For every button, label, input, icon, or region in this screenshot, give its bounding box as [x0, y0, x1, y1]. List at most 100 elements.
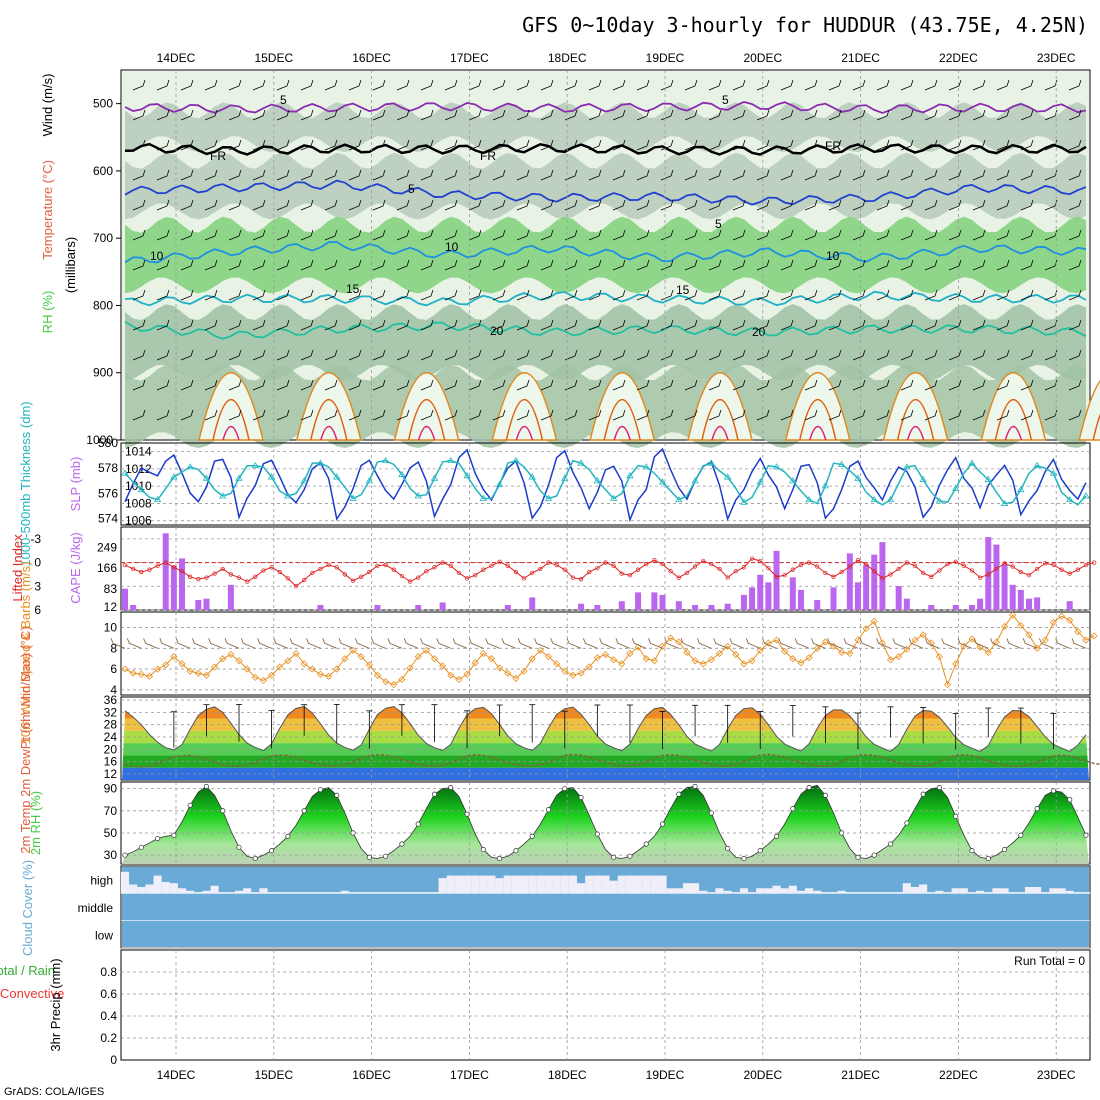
wind-barb	[732, 349, 746, 361]
thickness-point	[1033, 461, 1041, 469]
wind-barb	[156, 139, 170, 151]
wind-barb	[324, 349, 338, 361]
wind-barb	[972, 349, 986, 361]
wind-speed-point	[1058, 612, 1066, 620]
thickness-point	[300, 477, 308, 484]
wind-barb	[828, 319, 842, 331]
thickness-point	[609, 494, 618, 501]
wind-tick: 10	[104, 621, 118, 635]
rh-point	[269, 848, 275, 854]
x-tick-top: 19DEC	[646, 51, 685, 65]
wind-barb	[276, 139, 290, 151]
lifted-index-point	[660, 562, 665, 567]
cape-bar	[765, 582, 772, 610]
temp-contour-25	[896, 398, 935, 441]
wind-barb	[420, 259, 434, 271]
wind-barb	[420, 289, 434, 301]
wind-barb	[732, 319, 746, 331]
wind-barb	[612, 379, 626, 391]
wind-barb	[972, 199, 986, 211]
thickness-point	[984, 475, 992, 482]
cape-bar	[439, 602, 446, 610]
wind-barb	[1068, 409, 1082, 421]
wind-barb-10m	[680, 638, 696, 649]
wind-barb	[300, 169, 314, 181]
wind-speed-point	[243, 665, 251, 673]
lifted-index-point	[302, 577, 307, 583]
wind-speed-point	[455, 675, 463, 684]
wind-barb	[636, 229, 650, 241]
wind-tick: 8	[110, 641, 117, 655]
wind-barb	[564, 379, 578, 391]
wind-barb	[588, 379, 602, 391]
wind-barb	[348, 409, 362, 421]
boundary-layer-plume	[198, 372, 264, 441]
wind-barb	[252, 289, 266, 301]
wind-speed-point	[479, 649, 487, 658]
rh-point	[301, 808, 307, 814]
y-tick-label: 1000	[86, 433, 113, 447]
wind-barb	[156, 109, 170, 121]
precip-tick: 0.4	[100, 1009, 117, 1023]
wind-barb	[468, 319, 482, 331]
wind-barb	[876, 229, 890, 241]
thickness-point	[675, 495, 683, 503]
wind-barb	[636, 199, 650, 211]
lifted-index-point	[896, 566, 901, 572]
cloud-high-bar	[715, 888, 724, 894]
wind-barb-10m	[550, 638, 565, 649]
rh-point	[366, 854, 372, 860]
lifted-index-point	[481, 567, 486, 572]
lifted-index-point	[1075, 567, 1081, 572]
rh-point	[953, 813, 959, 819]
wind-barb	[852, 229, 866, 241]
wind-barb	[732, 109, 746, 121]
x-tick-bottom: 18DEC	[548, 1068, 587, 1082]
wind-barb	[1068, 199, 1082, 211]
cloud-high-bar	[194, 892, 203, 894]
wind-barb	[684, 259, 698, 271]
wind-barb	[780, 259, 794, 271]
ylabel-rh: RH (%)	[40, 291, 55, 334]
rh-point	[285, 833, 291, 839]
wind-barb	[444, 109, 458, 121]
wind-barb	[828, 199, 842, 211]
wind-speed-point	[496, 664, 504, 672]
wind-barb	[1068, 229, 1082, 241]
lifted-index-point	[473, 573, 478, 578]
wind-barb	[972, 79, 986, 91]
temp-contour-30	[515, 425, 534, 441]
wind-barb	[348, 289, 362, 301]
wind-barb	[252, 169, 266, 181]
lifted-index-point	[570, 575, 576, 580]
wind-speed-point	[1000, 622, 1009, 631]
lifted-index-point	[1026, 573, 1032, 578]
wind-barb	[444, 259, 458, 271]
wind-barb	[516, 79, 530, 91]
wind-barb	[444, 199, 458, 211]
wind-barb	[540, 259, 554, 271]
wind-barb	[612, 169, 626, 181]
wind-barb-10m	[615, 638, 631, 649]
cloud-high-bar	[471, 875, 480, 894]
wind-barb	[972, 259, 986, 271]
cape-bar	[863, 564, 870, 610]
wind-barb	[420, 409, 434, 421]
wind-speed-point	[667, 634, 675, 642]
x-tick-top: 14DEC	[157, 51, 196, 65]
lifted-index-point	[1051, 562, 1056, 568]
wind-barb-10m	[289, 638, 305, 649]
lifted-index-point	[1083, 562, 1089, 568]
cloud-high-bar	[984, 892, 993, 894]
wind-speed-point	[610, 656, 618, 664]
wind-speed-point	[878, 639, 886, 647]
thickness-point	[153, 495, 162, 503]
temp-band	[122, 743, 1089, 756]
boundary-layer-plume	[1078, 379, 1100, 441]
wind-barb	[876, 319, 890, 331]
thickness-point	[805, 495, 813, 503]
wind-speed-point	[846, 649, 854, 658]
rh-point	[1018, 832, 1024, 838]
wind-speed-point	[903, 645, 911, 653]
wind-barb	[156, 79, 170, 91]
